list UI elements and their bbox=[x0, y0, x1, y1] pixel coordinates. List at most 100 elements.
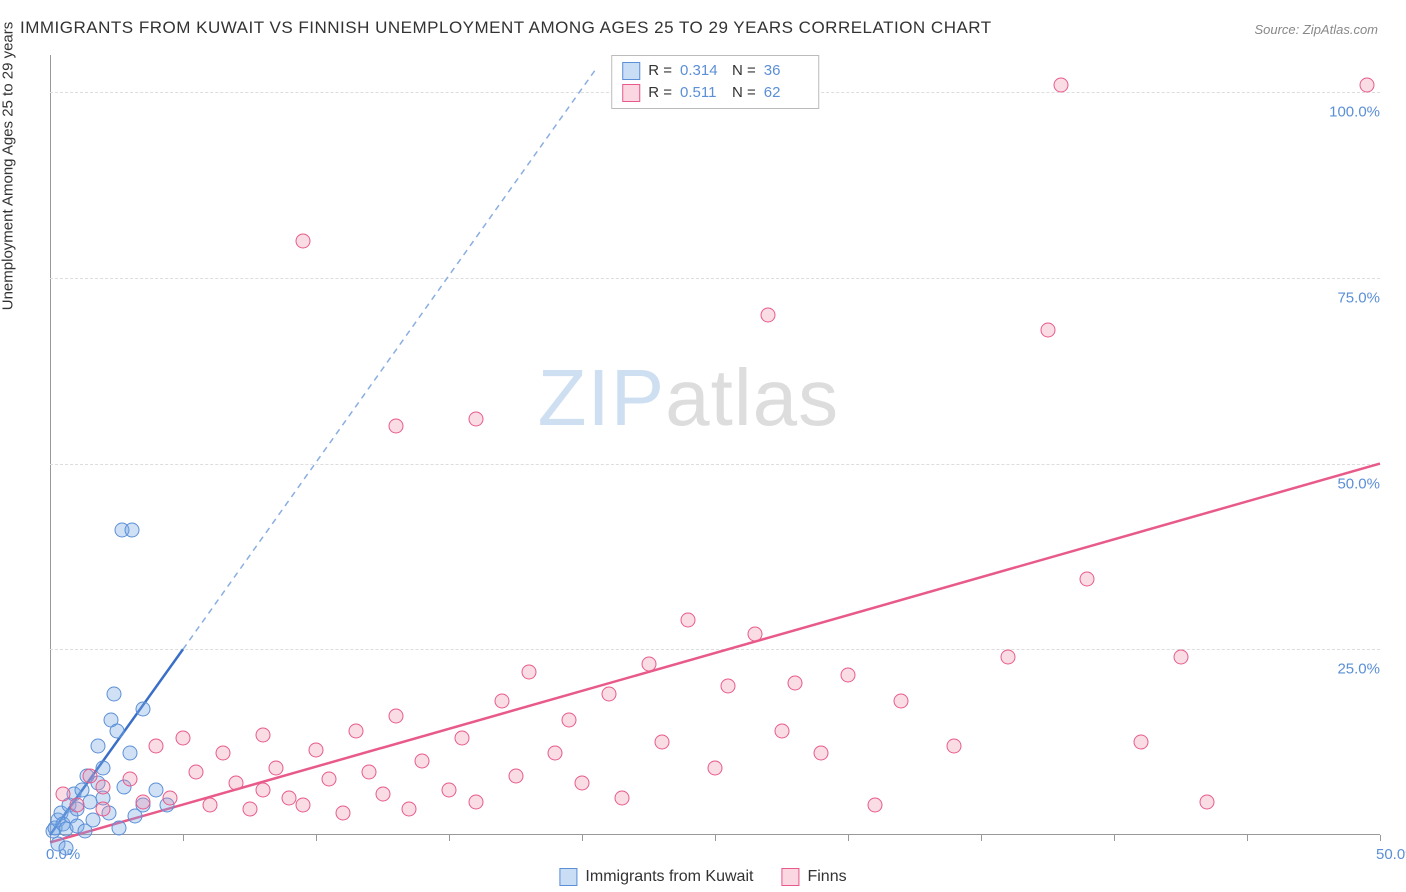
data-point-pink bbox=[69, 798, 84, 813]
data-point-blue bbox=[125, 523, 140, 538]
x-tick bbox=[981, 835, 982, 841]
data-point-pink bbox=[82, 768, 97, 783]
watermark-atlas: atlas bbox=[665, 353, 839, 442]
data-point-pink bbox=[242, 802, 257, 817]
swatch-pink-icon bbox=[622, 84, 640, 102]
data-point-pink bbox=[136, 794, 151, 809]
data-point-pink bbox=[708, 761, 723, 776]
n-label: N = bbox=[732, 60, 756, 82]
data-point-pink bbox=[814, 746, 829, 761]
data-point-pink bbox=[189, 764, 204, 779]
watermark-zip: ZIP bbox=[538, 353, 665, 442]
legend-label: Finns bbox=[807, 868, 846, 886]
x-tick bbox=[1247, 835, 1248, 841]
data-point-pink bbox=[1040, 322, 1055, 337]
data-point-blue bbox=[122, 746, 137, 761]
data-point-blue bbox=[90, 738, 105, 753]
stats-legend: R = 0.314 N = 36 R = 0.511 N = 62 bbox=[611, 55, 819, 109]
data-point-pink bbox=[215, 746, 230, 761]
data-point-pink bbox=[601, 686, 616, 701]
r-value-blue: 0.314 bbox=[680, 60, 724, 82]
data-point-pink bbox=[747, 627, 762, 642]
grid-line bbox=[50, 464, 1380, 465]
data-point-pink bbox=[322, 772, 337, 787]
data-point-pink bbox=[761, 308, 776, 323]
x-tick bbox=[582, 835, 583, 841]
n-label: N = bbox=[732, 82, 756, 104]
data-point-pink bbox=[1053, 77, 1068, 92]
trend-lines bbox=[50, 55, 1380, 835]
legend-item-blue: Immigrants from Kuwait bbox=[559, 868, 753, 886]
x-tick-label: 50.0% bbox=[1376, 846, 1406, 863]
data-point-pink bbox=[362, 764, 377, 779]
data-point-pink bbox=[455, 731, 470, 746]
x-tick bbox=[848, 835, 849, 841]
data-point-pink bbox=[495, 694, 510, 709]
data-point-pink bbox=[348, 724, 363, 739]
data-point-pink bbox=[1173, 649, 1188, 664]
data-point-pink bbox=[375, 787, 390, 802]
data-point-pink bbox=[774, 724, 789, 739]
data-point-pink bbox=[787, 675, 802, 690]
x-tick bbox=[316, 835, 317, 841]
data-point-blue bbox=[96, 761, 111, 776]
bottom-legend: Immigrants from Kuwait Finns bbox=[559, 868, 846, 886]
data-point-pink bbox=[614, 790, 629, 805]
swatch-pink-icon bbox=[781, 868, 799, 886]
watermark: ZIPatlas bbox=[538, 352, 839, 444]
data-point-pink bbox=[575, 776, 590, 791]
data-point-pink bbox=[1200, 794, 1215, 809]
data-point-pink bbox=[654, 735, 669, 750]
data-point-pink bbox=[468, 412, 483, 427]
y-axis-line bbox=[50, 55, 51, 835]
x-tick bbox=[715, 835, 716, 841]
chart-title: IMMIGRANTS FROM KUWAIT VS FINNISH UNEMPL… bbox=[20, 18, 992, 38]
data-point-pink bbox=[96, 802, 111, 817]
y-tick-label: 100.0% bbox=[1325, 104, 1384, 121]
y-tick-label: 50.0% bbox=[1333, 475, 1384, 492]
data-point-blue bbox=[136, 701, 151, 716]
data-point-pink bbox=[468, 794, 483, 809]
n-value-pink: 62 bbox=[764, 82, 808, 104]
data-point-pink bbox=[561, 712, 576, 727]
swatch-blue-icon bbox=[622, 62, 640, 80]
stats-row-pink: R = 0.511 N = 62 bbox=[622, 82, 808, 104]
data-point-pink bbox=[1000, 649, 1015, 664]
x-tick bbox=[1114, 835, 1115, 841]
swatch-blue-icon bbox=[559, 868, 577, 886]
legend-item-pink: Finns bbox=[781, 868, 846, 886]
x-tick bbox=[183, 835, 184, 841]
data-point-pink bbox=[521, 664, 536, 679]
source-attribution: Source: ZipAtlas.com bbox=[1254, 22, 1378, 37]
plot-area: ZIPatlas 25.0%50.0%75.0%100.0% 0.0%50.0%… bbox=[50, 55, 1380, 835]
data-point-pink bbox=[402, 802, 417, 817]
x-tick bbox=[1380, 835, 1381, 841]
data-point-pink bbox=[841, 668, 856, 683]
data-point-blue bbox=[109, 724, 124, 739]
legend-label: Immigrants from Kuwait bbox=[585, 868, 753, 886]
data-point-blue bbox=[112, 820, 127, 835]
data-point-pink bbox=[548, 746, 563, 761]
x-tick bbox=[449, 835, 450, 841]
data-point-pink bbox=[388, 709, 403, 724]
data-point-pink bbox=[415, 753, 430, 768]
data-point-pink bbox=[335, 805, 350, 820]
data-point-pink bbox=[255, 783, 270, 798]
data-point-pink bbox=[122, 772, 137, 787]
data-point-pink bbox=[56, 787, 71, 802]
grid-line bbox=[50, 278, 1380, 279]
data-point-pink bbox=[1359, 77, 1374, 92]
data-point-pink bbox=[442, 783, 457, 798]
data-point-blue bbox=[58, 841, 73, 856]
data-point-pink bbox=[229, 776, 244, 791]
r-value-pink: 0.511 bbox=[680, 82, 724, 104]
data-point-pink bbox=[176, 731, 191, 746]
data-point-pink bbox=[721, 679, 736, 694]
data-point-pink bbox=[1133, 735, 1148, 750]
data-point-pink bbox=[947, 738, 962, 753]
data-point-pink bbox=[149, 738, 164, 753]
y-tick-label: 75.0% bbox=[1333, 289, 1384, 306]
stats-row-blue: R = 0.314 N = 36 bbox=[622, 60, 808, 82]
data-point-pink bbox=[295, 798, 310, 813]
data-point-pink bbox=[641, 657, 656, 672]
